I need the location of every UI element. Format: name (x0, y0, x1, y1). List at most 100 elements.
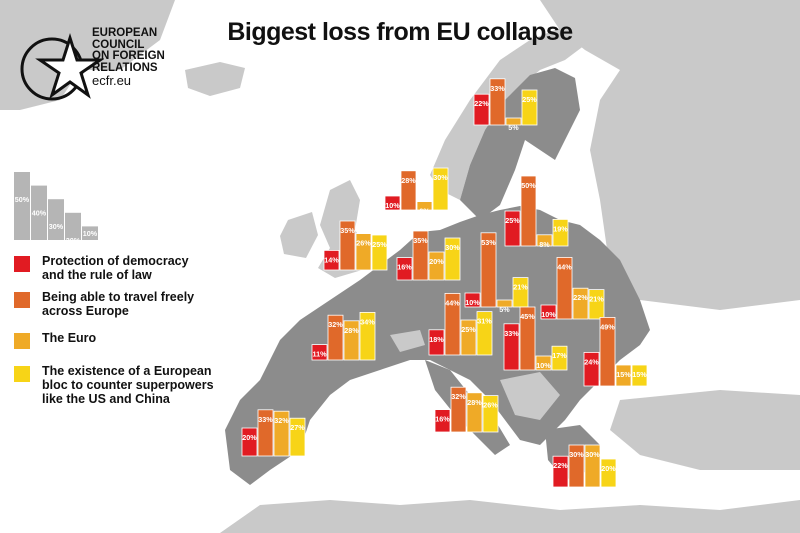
bar (444, 292, 461, 356)
legend-label-line: bloc to counter superpowers (42, 378, 214, 392)
bar-value-label: 22% (573, 293, 588, 302)
legend-label: Protection of democracy and the rule of … (42, 254, 242, 282)
russia-shape (540, 0, 800, 310)
scale-bar (14, 172, 30, 240)
scale-bar (48, 199, 64, 240)
bar (273, 410, 290, 457)
bar (460, 319, 477, 356)
bar-value-label: 25% (372, 240, 387, 249)
bar (503, 323, 520, 371)
scale-label: 30% (49, 222, 64, 231)
bar-value-label: 10% (536, 361, 551, 370)
bar (496, 299, 513, 308)
legend-swatch (14, 256, 30, 272)
scale-label: 10% (83, 229, 98, 238)
scale-label: 40% (32, 209, 47, 218)
scale-label: 50% (15, 195, 30, 204)
bar (444, 237, 461, 281)
bar-value-label: 10% (465, 298, 480, 307)
bar (504, 210, 521, 247)
norway-shape (430, 28, 585, 200)
bar-value-label: 22% (553, 461, 568, 470)
bar-value-label: 15% (616, 370, 631, 379)
bar (412, 230, 429, 281)
bar-value-label: 10% (541, 310, 556, 319)
country-bar-group: 33%45%10%17% (503, 306, 568, 371)
bar-value-label: 16% (435, 415, 450, 424)
bar (339, 220, 356, 271)
bar (520, 175, 537, 247)
ireland-shape (280, 212, 318, 258)
legend-label: The Euro (42, 331, 242, 345)
nordic-shape (460, 68, 580, 220)
bar (480, 232, 497, 308)
bar (434, 409, 451, 433)
bar (355, 233, 372, 271)
bar-value-label: 11% (313, 350, 328, 359)
bar-value-label: 14% (324, 255, 339, 264)
bar-value-label: 26% (483, 401, 498, 410)
country-bar-group: 22%33% 5% 25% (473, 78, 538, 132)
bar (599, 316, 616, 387)
country-bar-group: 16% 35% 20%30% (396, 230, 461, 281)
bar-value-label: 25% (461, 325, 476, 334)
balkans-shape (500, 372, 560, 420)
bar-value-label: 28% (344, 326, 359, 335)
bar-value-label: 5% (508, 123, 519, 132)
country-bar-group: 18% 44% 25%31% (428, 292, 493, 356)
bar (584, 444, 601, 488)
bar-value-label: 21% (589, 295, 604, 304)
bar-value-label: 20% (601, 464, 616, 473)
bar-value-label: 30% (433, 173, 448, 182)
bar-value-label: 32% (451, 392, 466, 401)
bar-value-label: 19% (553, 224, 568, 233)
bar-value-label: 34% (360, 317, 375, 326)
iceland-shape (185, 62, 245, 96)
legend-label-line: Protection of democracy (42, 254, 189, 268)
page-title: Biggest loss from EU collapse (227, 18, 573, 46)
bar (540, 304, 557, 320)
legend-label: The existence of a European bloc to coun… (42, 364, 242, 406)
bar (476, 311, 493, 356)
bar (572, 287, 589, 320)
country-bar-group: 16% 32%28% 26% (434, 386, 499, 433)
bar-value-label: 20% (429, 257, 444, 266)
bar (588, 289, 605, 320)
bar (289, 417, 306, 457)
logo-line: EUROPEAN (92, 27, 158, 39)
switzerland-shape (390, 330, 425, 352)
bar (371, 234, 388, 271)
country-bar-group: 25% 50% 8%19% (504, 175, 569, 249)
bar (416, 201, 433, 211)
star-circle-icon (20, 33, 105, 101)
bar (552, 455, 569, 488)
bar (323, 249, 340, 271)
legend-item-democracy: Protection of democracy and the rule of … (14, 254, 242, 282)
bar (311, 344, 328, 361)
country-bar-group: 10% 44% 22% 21% (540, 256, 605, 320)
bar-value-label: 20% (242, 433, 257, 442)
bar (464, 292, 481, 308)
country-bar-group: 10% 53% 5% 21% (464, 232, 529, 314)
bar-value-label: 26% (356, 239, 371, 248)
logo-line: RELATIONS (92, 61, 158, 74)
country-bar-group: 14% 35%26% 25% (323, 220, 388, 271)
ecfr-logo (14, 24, 204, 114)
bar (521, 89, 538, 126)
bar-value-label: 30% (585, 450, 600, 459)
bar-value-label: 10% (385, 201, 400, 210)
bar (359, 311, 376, 361)
bar-value-label: 44% (557, 262, 572, 271)
scale-legend: 50%40%30%20%10% (14, 172, 98, 245)
legend-item-bloc: The existence of a European bloc to coun… (14, 364, 242, 406)
bar (489, 78, 506, 126)
scale-bar (82, 226, 98, 240)
bar-value-label: 44% (445, 298, 460, 307)
bar (432, 167, 449, 211)
bar-value-label: 30% (445, 243, 460, 252)
bar-value-label: 25% (522, 95, 537, 104)
bar-value-label: 35% (413, 236, 428, 245)
legend-label-line: The existence of a European (42, 364, 212, 378)
logo-url: ecfr.eu (92, 73, 132, 88)
bar (583, 351, 600, 387)
